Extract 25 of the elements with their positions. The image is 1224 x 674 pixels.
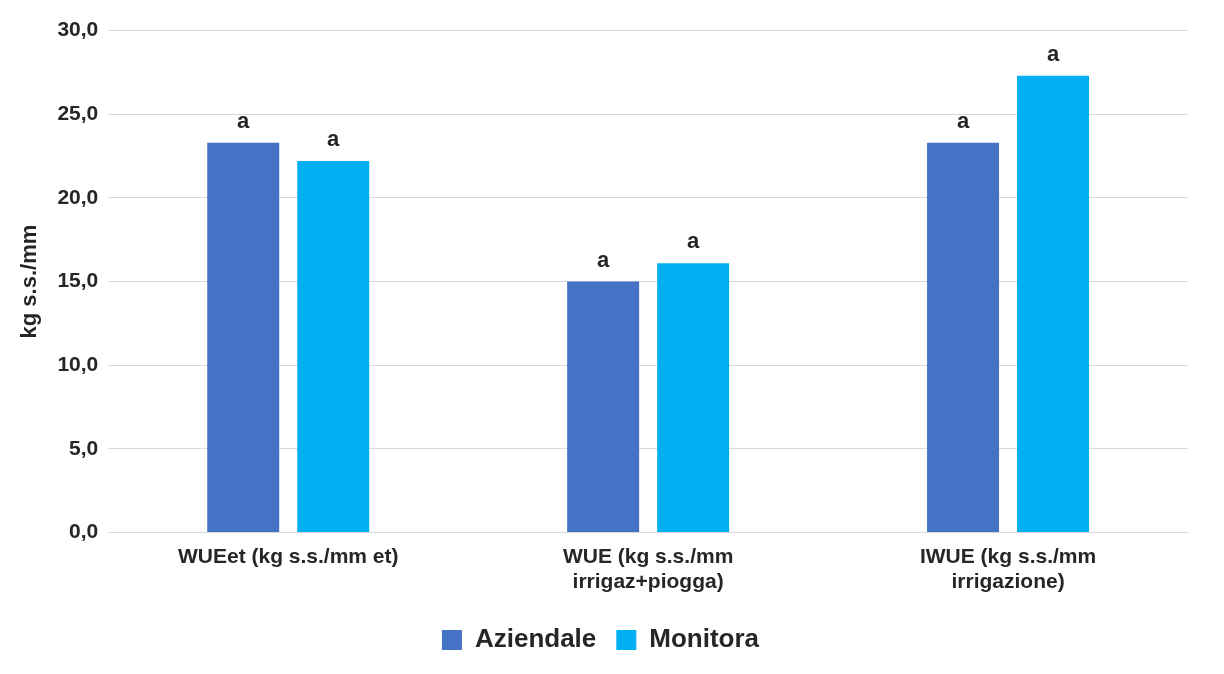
bar [927,142,1000,533]
bar [1017,75,1090,533]
y-tick-label: 0,0 [69,519,99,543]
data-label: a [687,228,700,254]
data-label: a [327,126,341,152]
y-axis-title: kg s.s./mm [16,224,42,339]
x-tick-label: WUEet (kg s.s./mm et) [177,544,399,567]
data-label: a [237,107,251,133]
y-tick-label: 25,0 [57,101,99,125]
y-tick-label: 20,0 [57,184,99,208]
bar [657,263,730,533]
legend-label: Monitora [649,623,760,654]
data-label: a [597,246,611,272]
bar [567,281,640,533]
bar [207,142,280,533]
y-tick-label: 5,0 [69,435,99,459]
y-tick-label: 30,0 [57,17,99,41]
data-label: a [1046,40,1060,66]
x-tick-label: IWUE (kg s.s./mm irrigazione) [919,544,1097,593]
x-tick-label: WUE (kg s.s./mm irrigaz+piogga) [562,544,734,593]
bar [297,161,370,533]
y-tick-label: 15,0 [57,268,99,292]
y-tick-label: 10,0 [57,352,99,376]
data-label: a [956,107,970,133]
legend-label: Aziendale [474,623,597,654]
